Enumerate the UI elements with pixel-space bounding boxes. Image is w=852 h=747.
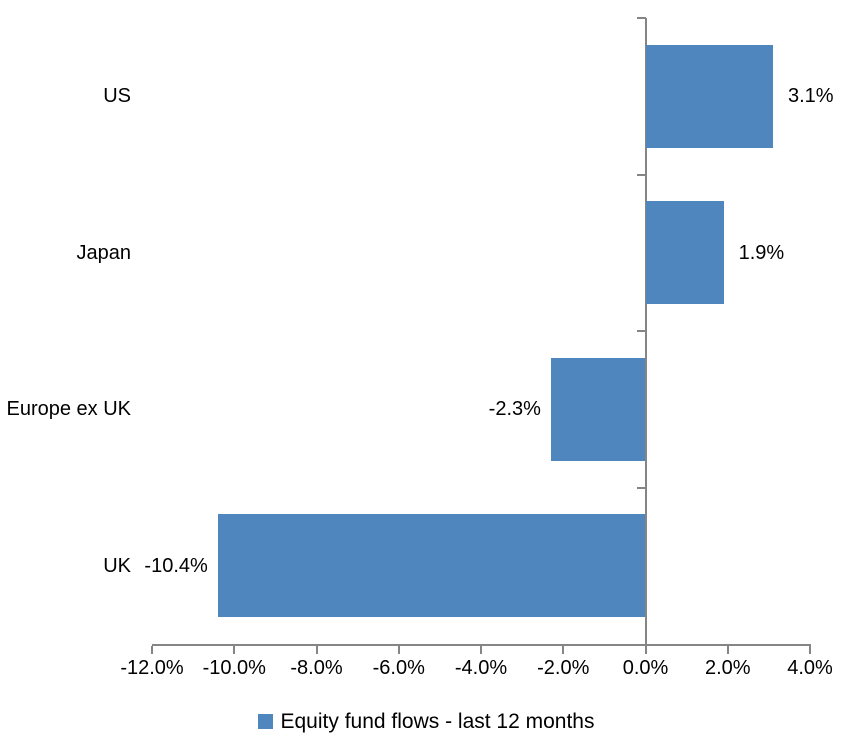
x-axis-tick-label: -6.0% [372, 657, 425, 679]
bar-data-label: -2.3% [488, 398, 541, 421]
bar [645, 201, 724, 305]
x-axis-tick [151, 646, 153, 654]
category-label: Europe ex UK [6, 398, 131, 421]
x-axis-tick [397, 646, 400, 654]
bar [550, 357, 646, 461]
bar-data-label: 3.1% [787, 85, 834, 108]
category-label: Japan [76, 241, 132, 264]
category-axis-tick [636, 173, 646, 176]
category-axis-line [644, 18, 647, 644]
x-axis-tick [726, 646, 729, 654]
x-axis-tick-label: -4.0% [454, 657, 508, 679]
x-axis-tick [315, 646, 318, 654]
bar-data-label: 1.9% [738, 241, 785, 264]
category-axis-tick [636, 17, 646, 19]
category-label: US [103, 85, 131, 108]
category-label: UK [103, 554, 131, 577]
x-axis-tick [644, 646, 647, 654]
x-axis-tick-label: 2.0% [704, 657, 751, 679]
x-axis-tick-label: -12.0% [120, 657, 184, 679]
bar [645, 44, 773, 148]
x-axis-tick-label: -2.0% [537, 657, 590, 679]
x-axis-tick-label: -10.0% [202, 657, 266, 679]
x-axis-tick [480, 646, 482, 654]
x-axis-tick-label: -8.0% [290, 657, 343, 679]
legend: Equity fund flows - last 12 months [0, 709, 852, 734]
category-axis-tick [636, 330, 646, 332]
category-axis-tick [636, 486, 646, 489]
x-axis-line [152, 644, 811, 646]
bar [217, 514, 646, 618]
x-axis-tick-label: 0.0% [622, 657, 669, 679]
x-axis-tick-label: 4.0% [787, 657, 833, 679]
x-axis-tick [562, 646, 565, 654]
x-axis-tick [233, 646, 236, 654]
legend-label: Equity fund flows - last 12 months [280, 710, 595, 733]
legend-swatch-icon [257, 714, 273, 729]
x-axis-tick [809, 646, 811, 654]
bar-data-label: -10.4% [144, 554, 208, 577]
